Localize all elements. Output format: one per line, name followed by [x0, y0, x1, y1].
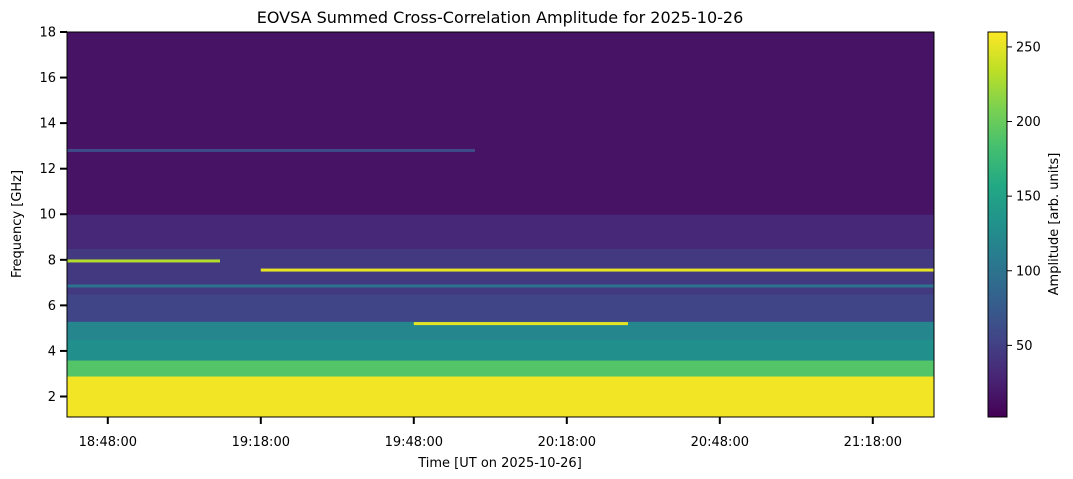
colorbar-tick-label: 100 [1016, 264, 1041, 279]
colorbar-axis: 50 100 150 200 250 [1007, 40, 1041, 354]
colorbar-tick-label: 50 [1016, 339, 1033, 354]
freq-band-0 [67, 375, 934, 417]
x-tick-label: 21:18:00 [844, 435, 902, 450]
y-tick-label: 2 [48, 390, 56, 405]
freq-band-6 [67, 214, 934, 249]
spectrogram-area [67, 32, 934, 417]
colorbar-label: Amplitude [arb. units] [1047, 153, 1062, 296]
x-tick-label: 18:48:00 [79, 435, 137, 450]
freq-band-1 [67, 360, 934, 377]
emission-line-1 [260, 268, 934, 272]
plot-frame [66, 31, 935, 418]
y-tick-label: 18 [39, 26, 56, 41]
y-axis-label: Frequency [GHz] [10, 170, 25, 278]
chart-title: EOVSA Summed Cross-Correlation Amplitude… [257, 8, 744, 27]
y-tick-label: 6 [48, 299, 56, 314]
y-tick-label: 4 [48, 344, 56, 359]
emission-line-4 [67, 284, 934, 288]
y-tick-label: 16 [39, 71, 56, 86]
freq-band-4 [67, 293, 934, 322]
freq-band-2 [67, 339, 934, 361]
y-tick-label: 12 [39, 162, 56, 177]
x-tick-label: 19:18:00 [232, 435, 290, 450]
x-tick-label: 20:48:00 [691, 435, 749, 450]
colorbar [987, 31, 1008, 418]
y-tick-label: 14 [39, 117, 56, 132]
colorbar-tick-label: 250 [1016, 40, 1041, 55]
x-tick-label: 19:48:00 [385, 435, 443, 450]
y-tick-label: 8 [48, 253, 56, 268]
emission-line-3 [67, 148, 475, 152]
emission-line-2 [413, 322, 628, 326]
colorbar-tick-label: 150 [1016, 190, 1041, 205]
x-axis: 18:48:00 19:18:00 19:48:00 20:18:00 20:48:00… [79, 417, 902, 450]
freq-band-3 [67, 321, 934, 341]
emission-line-0 [67, 259, 220, 263]
y-axis: 2 4 6 8 10 12 14 16 18 [39, 26, 67, 405]
freq-band-7 [67, 32, 934, 215]
x-axis-label: Time [UT on 2025-10-26] [417, 456, 582, 471]
x-tick-label: 20:18:00 [538, 435, 596, 450]
colorbar-tick-label: 200 [1016, 115, 1041, 130]
y-tick-label: 10 [39, 208, 56, 223]
